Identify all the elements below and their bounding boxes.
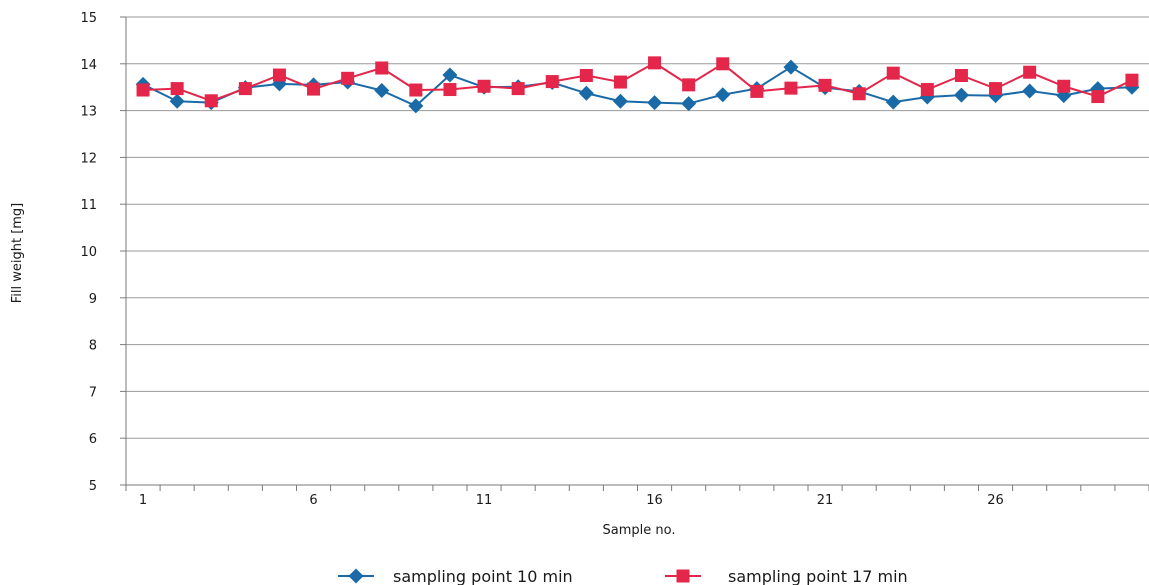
data-point <box>750 84 764 98</box>
series-2 <box>136 56 1139 108</box>
data-point <box>375 61 389 75</box>
y-tick-label: 10 <box>80 245 97 260</box>
y-tick-label: 9 <box>89 292 97 307</box>
data-point <box>170 82 184 96</box>
y-tick-label: 11 <box>80 198 97 213</box>
data-point <box>954 69 968 82</box>
data-point <box>578 85 594 101</box>
gridlines <box>126 16 1149 439</box>
data-point <box>613 75 627 89</box>
data-point <box>511 82 525 96</box>
data-point <box>1091 90 1105 104</box>
data-point <box>682 78 696 92</box>
data-point <box>408 98 424 114</box>
legend-label: sampling point 17 min <box>728 567 908 585</box>
data-point <box>442 67 458 83</box>
series-group <box>135 56 1140 114</box>
x-axis-title: Sample no. <box>603 523 676 538</box>
x-tick-label: 26 <box>987 493 1004 508</box>
data-point <box>136 83 150 97</box>
legend: sampling point 10 min sampling point 17 m… <box>338 567 908 585</box>
data-point <box>818 78 832 92</box>
data-point <box>1057 79 1071 93</box>
data-point <box>409 83 423 97</box>
x-tick-label: 6 <box>309 493 317 508</box>
y-tick-labels: 5 6 7 8 9 10 11 12 13 14 15 <box>80 11 97 494</box>
data-point <box>953 87 969 103</box>
data-point <box>238 82 252 96</box>
data-point <box>885 94 901 110</box>
y-tick-label: 15 <box>80 11 97 26</box>
y-tick-label: 12 <box>80 151 97 166</box>
y-axis-title: Fill weight [mg] <box>10 203 25 304</box>
y-tick-label: 5 <box>89 479 97 494</box>
data-point <box>1023 65 1037 79</box>
data-point <box>374 82 390 98</box>
x-tick-label: 16 <box>646 493 663 508</box>
data-point <box>681 96 697 112</box>
data-point <box>579 69 593 82</box>
legend-item-2: sampling point 17 min <box>665 567 908 585</box>
y-tick-label: 8 <box>89 339 97 354</box>
data-point <box>272 68 286 82</box>
data-point <box>1022 83 1038 99</box>
x-tick-label: 11 <box>476 493 493 508</box>
data-point <box>307 82 321 96</box>
data-point <box>783 59 799 75</box>
data-point <box>920 83 934 97</box>
data-point <box>545 75 559 89</box>
data-point <box>169 93 185 109</box>
x-tick-label: 1 <box>139 493 147 508</box>
x-tick-labels: 1 6 11 16 21 26 <box>139 493 1004 508</box>
data-point <box>648 56 662 70</box>
data-point <box>341 71 355 85</box>
data-point <box>204 94 218 108</box>
legend-item-1: sampling point 10 min <box>338 567 573 585</box>
legend-label: sampling point 10 min <box>393 567 573 585</box>
y-tick-label: 14 <box>80 58 97 73</box>
data-point <box>716 57 730 71</box>
y-tick-label: 13 <box>80 105 97 120</box>
data-point <box>443 83 457 97</box>
axes <box>120 16 1149 491</box>
legend-marker <box>348 568 364 584</box>
data-point <box>1125 73 1139 87</box>
data-point <box>852 87 866 101</box>
data-point <box>647 95 663 111</box>
y-tick-label: 7 <box>89 385 97 400</box>
data-point <box>886 66 900 80</box>
data-point <box>784 81 798 95</box>
x-tick-label: 21 <box>817 493 834 508</box>
y-tick-label: 6 <box>89 432 97 447</box>
data-point <box>477 79 491 93</box>
data-point <box>715 87 731 103</box>
legend-marker <box>676 569 690 583</box>
data-point <box>612 93 628 109</box>
data-point <box>989 82 1003 96</box>
